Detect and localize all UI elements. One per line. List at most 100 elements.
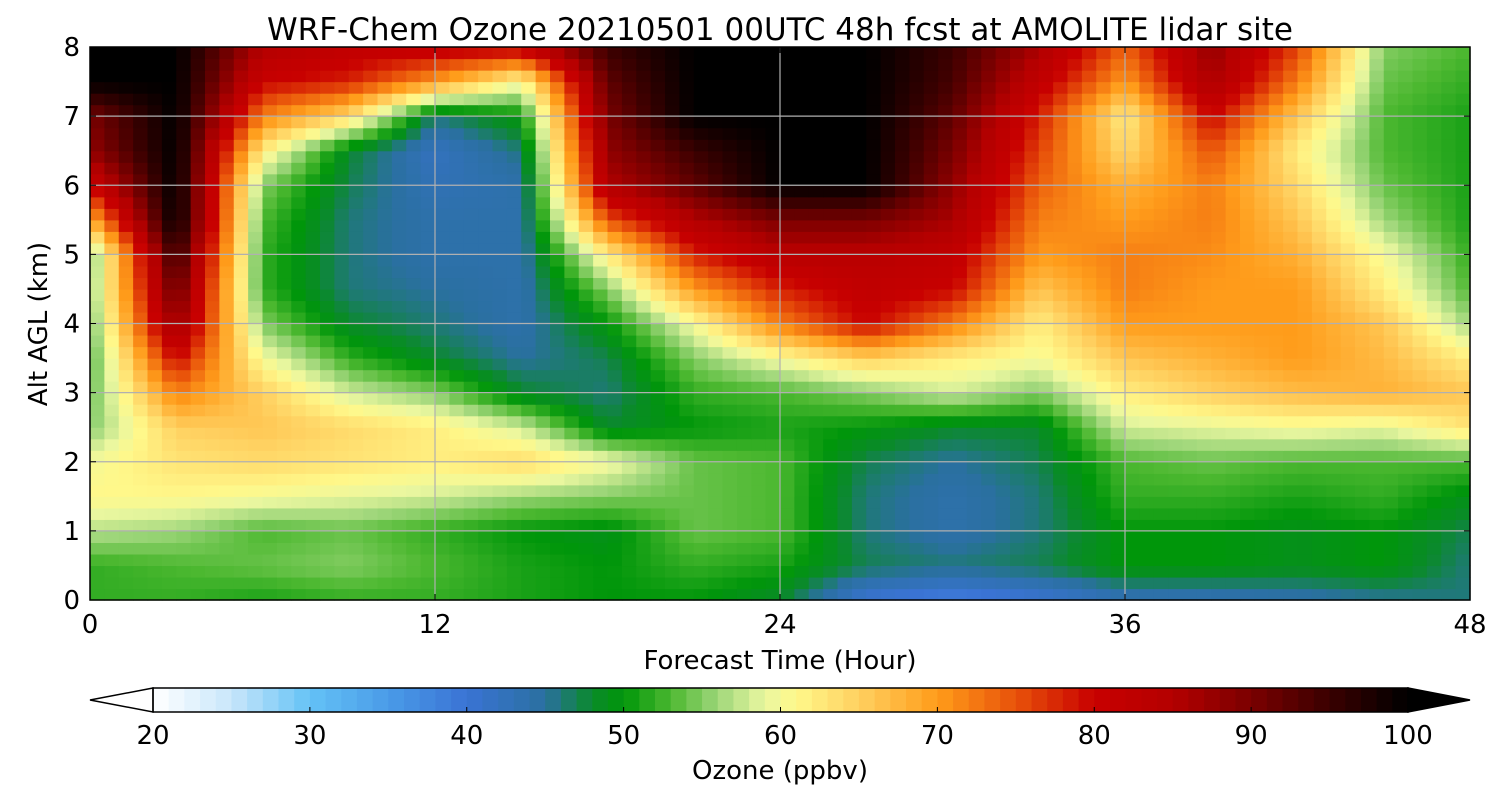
heatmap-cell bbox=[1010, 277, 1025, 290]
heatmap-cell bbox=[923, 58, 939, 71]
heatmap-cell bbox=[1096, 588, 1112, 601]
heatmap-cell bbox=[1240, 58, 1255, 71]
heatmap-cell bbox=[837, 150, 853, 163]
heatmap-cell bbox=[435, 484, 450, 497]
heatmap-cell bbox=[1383, 346, 1399, 359]
heatmap-cell bbox=[1398, 173, 1414, 186]
heatmap-cell bbox=[981, 150, 997, 163]
heatmap-cell bbox=[391, 93, 407, 106]
heatmap-cell bbox=[621, 219, 637, 232]
heatmap-cell bbox=[736, 369, 752, 382]
heatmap-cell bbox=[1355, 93, 1370, 106]
heatmap-cell bbox=[722, 461, 738, 474]
heatmap-cell bbox=[391, 150, 407, 163]
heatmap-cell bbox=[1355, 576, 1370, 590]
heatmap-cell bbox=[1024, 450, 1040, 463]
heatmap-cell bbox=[837, 507, 853, 520]
heatmap-cell bbox=[1369, 335, 1385, 348]
heatmap-cell bbox=[550, 553, 565, 567]
heatmap-cell bbox=[463, 427, 479, 440]
heatmap-cell bbox=[1010, 415, 1025, 428]
heatmap-cell bbox=[90, 173, 105, 186]
heatmap-cell bbox=[1182, 162, 1198, 175]
heatmap-cell bbox=[1067, 104, 1083, 117]
heatmap-cell bbox=[679, 288, 695, 302]
heatmap-cell bbox=[118, 93, 134, 106]
heatmap-cell bbox=[1168, 104, 1184, 117]
heatmap-cell bbox=[449, 277, 465, 290]
heatmap-cell bbox=[391, 461, 407, 474]
heatmap-cell bbox=[1110, 288, 1126, 302]
heatmap-cell bbox=[1283, 58, 1299, 71]
heatmap-cell bbox=[736, 576, 752, 590]
heatmap-cell bbox=[190, 542, 206, 555]
heatmap-cell bbox=[751, 507, 767, 520]
heatmap-cell bbox=[981, 127, 997, 140]
heatmap-cell bbox=[190, 369, 206, 382]
heatmap-cell bbox=[1254, 70, 1270, 83]
heatmap-cell bbox=[952, 219, 968, 232]
heatmap-cell bbox=[233, 219, 249, 232]
heatmap-cell bbox=[938, 496, 954, 509]
heatmap-cell bbox=[550, 392, 565, 405]
heatmap-cell bbox=[535, 104, 551, 117]
heatmap-cell bbox=[808, 404, 824, 417]
heatmap-cell bbox=[506, 70, 522, 83]
heatmap-cell bbox=[1383, 185, 1399, 198]
heatmap-cell bbox=[1412, 254, 1428, 267]
heatmap-cell bbox=[1038, 461, 1054, 474]
heatmap-cell bbox=[1340, 173, 1356, 186]
heatmap-cell bbox=[923, 496, 939, 509]
heatmap-cell bbox=[1211, 277, 1227, 290]
heatmap-cell bbox=[1211, 335, 1227, 348]
heatmap-cell bbox=[1010, 93, 1025, 106]
heatmap-cell bbox=[1038, 519, 1054, 532]
colorbar-segment bbox=[984, 688, 1001, 712]
heatmap-cell bbox=[751, 323, 767, 336]
heatmap-cell bbox=[665, 484, 680, 497]
heatmap-cell bbox=[621, 588, 637, 601]
heatmap-cell bbox=[636, 496, 652, 509]
heatmap-cell bbox=[1326, 450, 1342, 463]
heatmap-cell bbox=[794, 288, 810, 302]
heatmap-cell bbox=[435, 381, 450, 394]
heatmap-cell bbox=[837, 265, 853, 279]
heatmap-cell bbox=[463, 381, 479, 394]
heatmap-cell bbox=[90, 162, 105, 175]
heatmap-cell bbox=[1340, 542, 1356, 555]
heatmap-cell bbox=[1038, 81, 1054, 94]
heatmap-cell bbox=[578, 427, 594, 440]
heatmap-cell bbox=[1240, 196, 1255, 209]
heatmap-cell bbox=[449, 242, 465, 255]
heatmap-cell bbox=[909, 392, 925, 405]
heatmap-cell bbox=[693, 254, 709, 267]
heatmap-cell bbox=[794, 438, 810, 451]
heatmap-cell bbox=[1340, 358, 1356, 371]
heatmap-cell bbox=[377, 93, 393, 106]
heatmap-cell bbox=[262, 254, 278, 267]
heatmap-cell bbox=[363, 265, 379, 279]
heatmap-cell bbox=[104, 553, 120, 567]
heatmap-cell bbox=[262, 104, 278, 117]
heatmap-cell bbox=[348, 127, 364, 140]
heatmap-cell bbox=[708, 496, 724, 509]
heatmap-cell bbox=[449, 162, 465, 175]
heatmap-cell bbox=[693, 450, 709, 463]
heatmap-cell bbox=[1441, 81, 1457, 94]
heatmap-cell bbox=[1168, 231, 1184, 244]
heatmap-cell bbox=[722, 335, 738, 348]
heatmap-cell bbox=[1426, 139, 1442, 152]
heatmap-cell bbox=[679, 438, 695, 451]
heatmap-cell bbox=[981, 139, 997, 152]
heatmap-cell bbox=[276, 208, 292, 221]
heatmap-cell bbox=[621, 346, 637, 359]
heatmap-cell bbox=[550, 58, 565, 71]
heatmap-cell bbox=[665, 300, 680, 313]
heatmap-cell bbox=[1383, 530, 1399, 543]
heatmap-cell bbox=[205, 358, 220, 371]
heatmap-cell bbox=[1081, 588, 1097, 601]
heatmap-cell bbox=[1196, 427, 1212, 440]
heatmap-cell bbox=[621, 576, 637, 590]
heatmap-cell bbox=[1369, 542, 1385, 555]
